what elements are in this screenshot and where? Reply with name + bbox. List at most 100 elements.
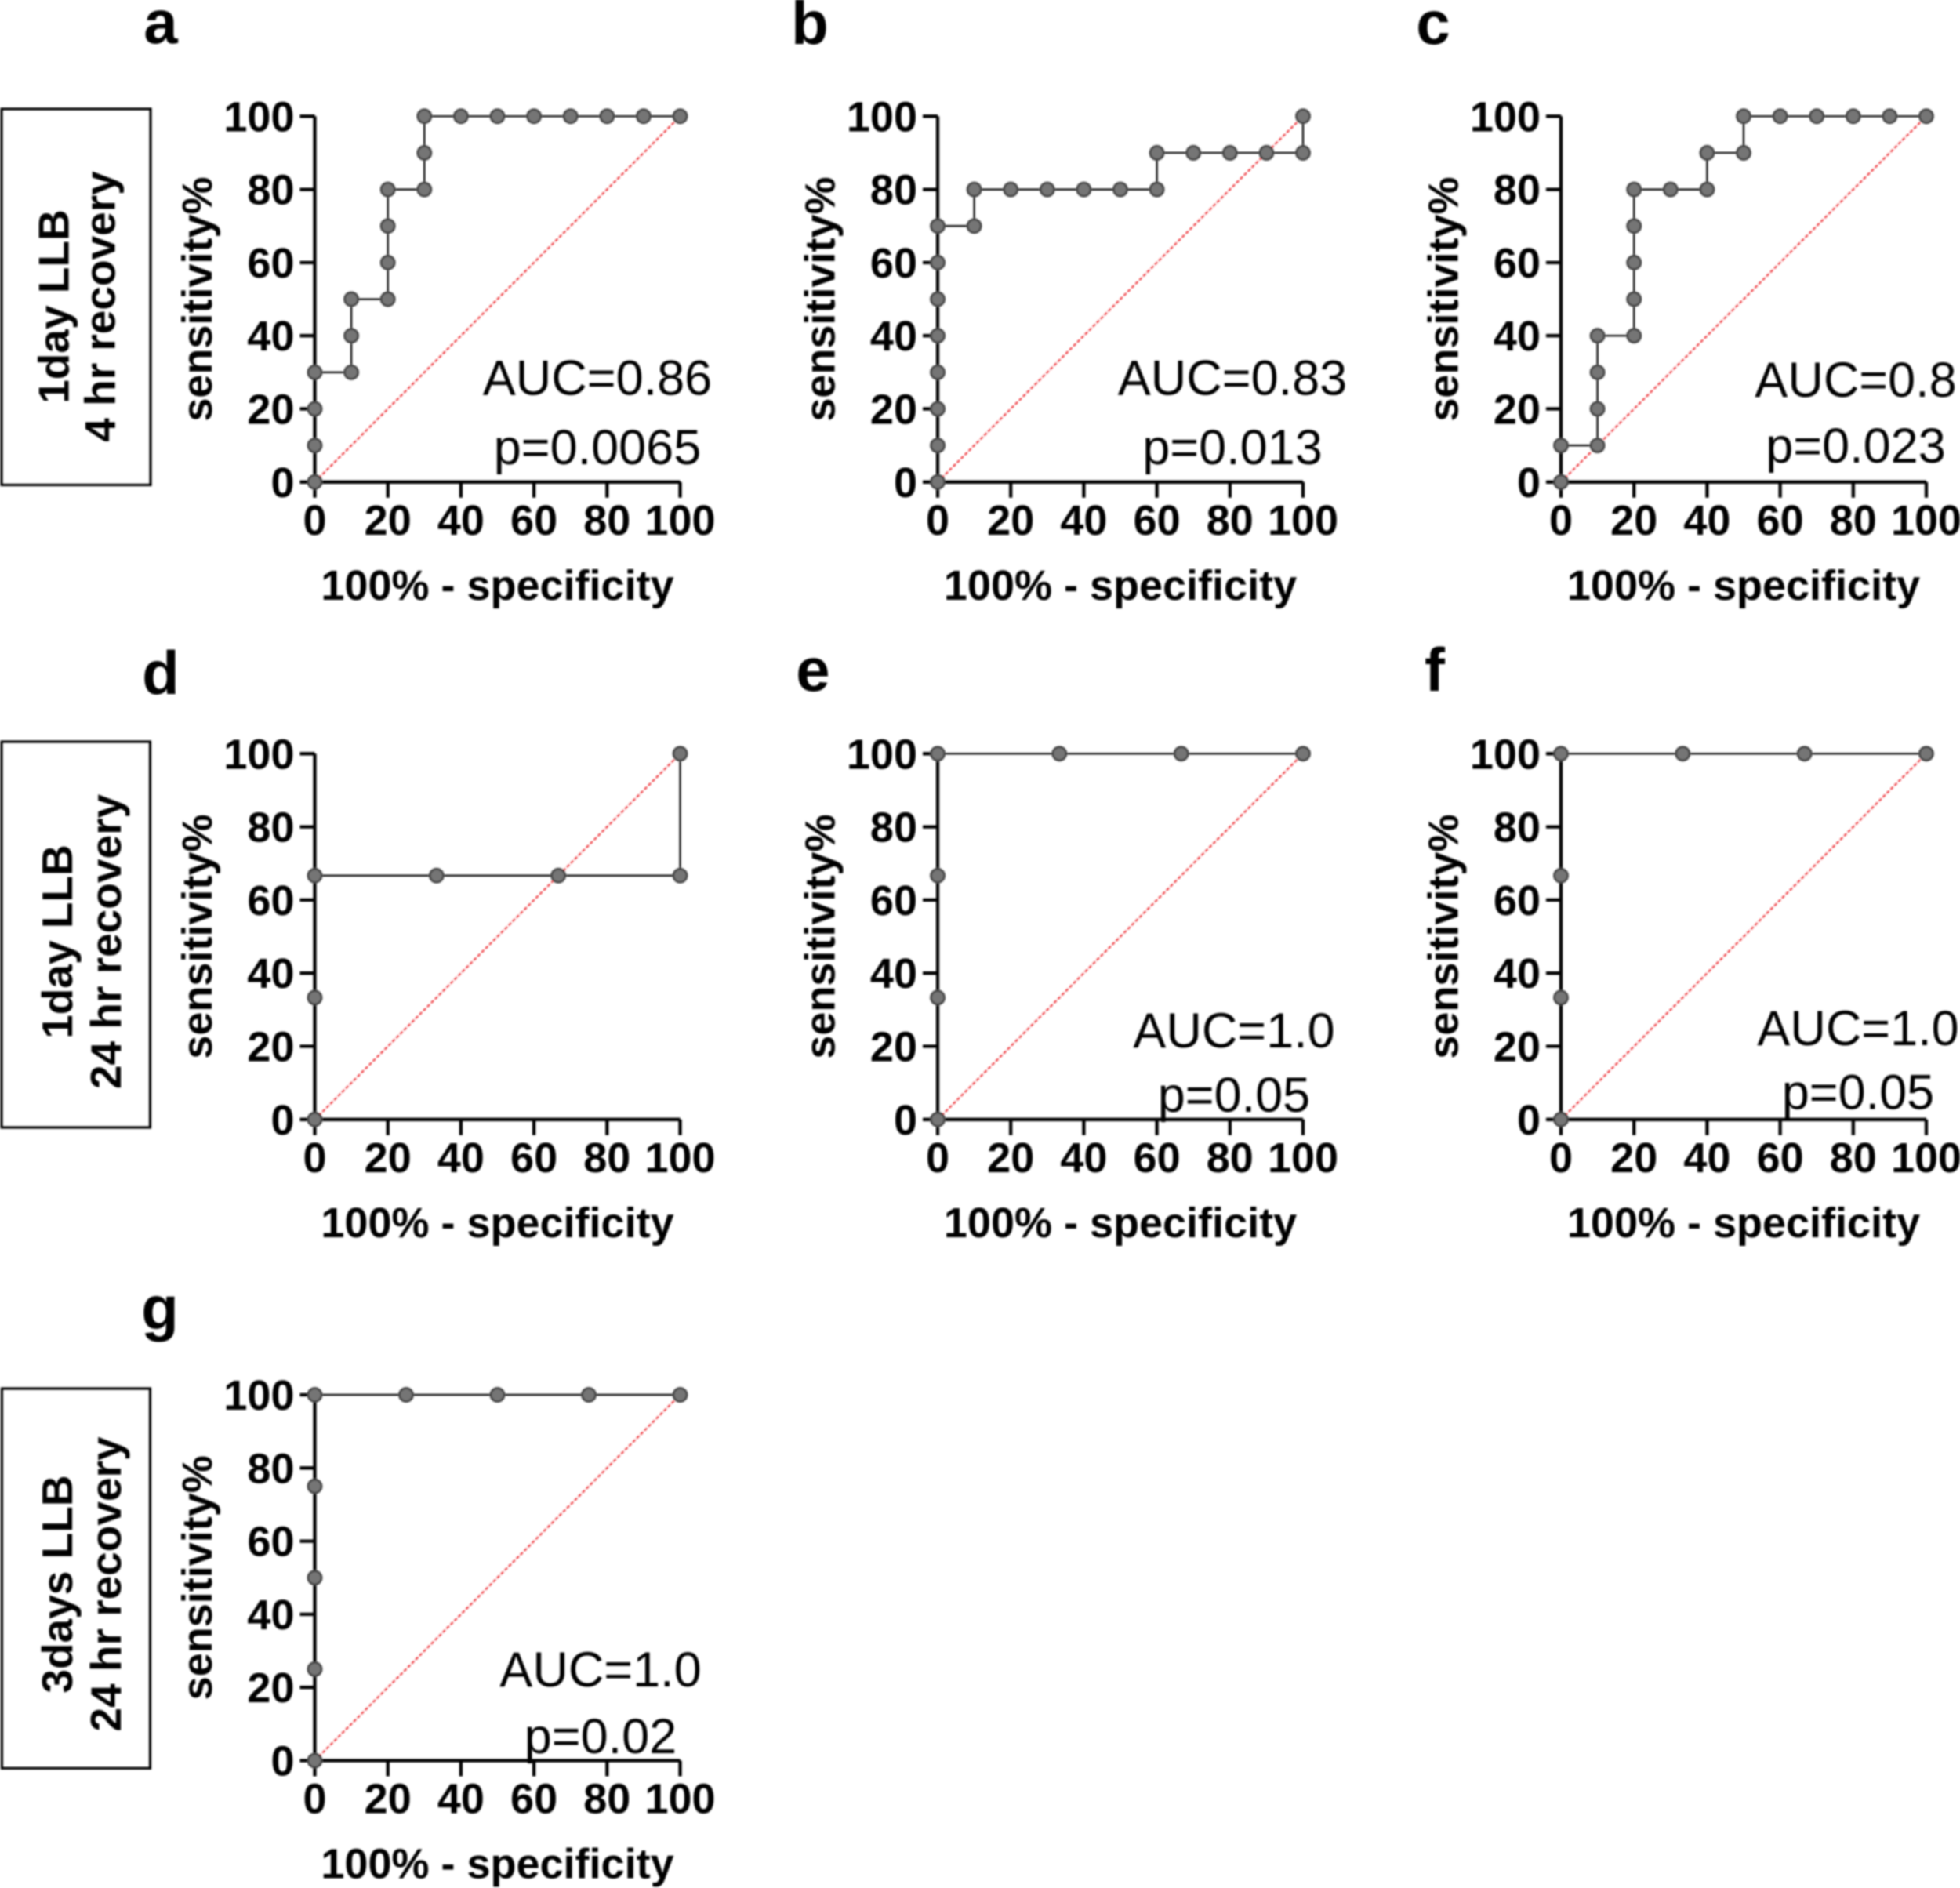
svg-text:100: 100 (1268, 1135, 1338, 1182)
svg-text:80: 80 (1494, 804, 1541, 851)
svg-text:40: 40 (247, 313, 294, 360)
svg-text:p=0.02: p=0.02 (524, 1709, 677, 1764)
svg-text:0: 0 (1549, 1135, 1573, 1182)
svg-text:100: 100 (1268, 497, 1338, 544)
svg-text:0: 0 (1549, 497, 1573, 544)
svg-text:40: 40 (247, 950, 294, 997)
svg-text:100% - specificity: 100% - specificity (321, 562, 673, 609)
svg-text:60: 60 (1757, 497, 1804, 544)
svg-text:f: f (1425, 635, 1446, 704)
svg-text:80: 80 (1830, 1135, 1877, 1182)
svg-text:80: 80 (1830, 497, 1877, 544)
svg-text:40: 40 (1683, 497, 1730, 544)
svg-text:100% - specificity: 100% - specificity (321, 1200, 673, 1247)
svg-text:100% - specificity: 100% - specificity (321, 1841, 673, 1888)
svg-text:p=0.0065: p=0.0065 (494, 420, 702, 475)
svg-text:d: d (142, 638, 180, 707)
svg-text:20: 20 (987, 497, 1034, 544)
svg-text:0: 0 (303, 1135, 326, 1182)
svg-text:80: 80 (870, 804, 917, 851)
svg-text:20: 20 (1494, 1024, 1541, 1071)
svg-text:80: 80 (1207, 1135, 1254, 1182)
svg-text:100: 100 (223, 1372, 294, 1419)
svg-text:80: 80 (247, 804, 294, 851)
svg-text:40: 40 (437, 1776, 485, 1823)
svg-text:4 hr recovery: 4 hr recovery (76, 171, 125, 442)
svg-text:60: 60 (1757, 1135, 1804, 1182)
svg-text:60: 60 (1134, 497, 1181, 544)
svg-text:0: 0 (303, 497, 326, 544)
svg-text:100: 100 (1470, 93, 1541, 140)
svg-text:40: 40 (1060, 497, 1107, 544)
svg-text:100% - specificity: 100% - specificity (1567, 562, 1920, 609)
svg-text:100% - specificity: 100% - specificity (1567, 1200, 1920, 1247)
svg-text:sensitivity%: sensitivity% (1421, 814, 1468, 1058)
svg-text:100: 100 (1891, 1135, 1960, 1182)
svg-text:40: 40 (247, 1592, 294, 1639)
svg-text:AUC=1.0: AUC=1.0 (1757, 1001, 1958, 1056)
svg-text:20: 20 (1610, 497, 1657, 544)
svg-text:100: 100 (1470, 731, 1541, 778)
svg-text:0: 0 (270, 1738, 294, 1785)
svg-text:80: 80 (1207, 497, 1254, 544)
svg-text:p=0.05: p=0.05 (1158, 1068, 1310, 1123)
svg-text:40: 40 (1494, 950, 1541, 997)
svg-text:40: 40 (437, 497, 485, 544)
svg-text:0: 0 (1517, 459, 1541, 506)
svg-text:20: 20 (870, 1024, 917, 1071)
svg-text:0: 0 (926, 1135, 949, 1182)
svg-text:sensitivity%: sensitivity% (797, 814, 844, 1058)
svg-text:0: 0 (270, 459, 294, 506)
svg-text:0: 0 (894, 459, 917, 506)
svg-text:20: 20 (247, 1024, 294, 1071)
svg-text:100: 100 (223, 731, 294, 778)
svg-text:40: 40 (1683, 1135, 1730, 1182)
svg-text:AUC=0.83: AUC=0.83 (1118, 351, 1347, 406)
svg-text:60: 60 (247, 1519, 294, 1566)
svg-text:sensitivity%: sensitivity% (797, 176, 844, 421)
svg-text:40: 40 (437, 1135, 485, 1182)
svg-text:24 hr recovery: 24 hr recovery (82, 794, 130, 1089)
svg-text:60: 60 (1494, 877, 1541, 924)
svg-text:80: 80 (870, 167, 917, 214)
svg-text:p=0.013: p=0.013 (1142, 420, 1322, 475)
svg-text:20: 20 (365, 497, 412, 544)
svg-text:0: 0 (270, 1097, 294, 1144)
svg-text:60: 60 (510, 497, 557, 544)
svg-text:0: 0 (894, 1097, 917, 1144)
svg-text:AUC=1.0: AUC=1.0 (1133, 1004, 1334, 1058)
svg-text:100: 100 (847, 731, 917, 778)
svg-text:100: 100 (1891, 497, 1960, 544)
svg-text:100: 100 (644, 1776, 715, 1823)
svg-text:b: b (791, 0, 829, 57)
svg-text:100: 100 (644, 1135, 715, 1182)
svg-text:40: 40 (1494, 313, 1541, 360)
svg-text:80: 80 (247, 167, 294, 214)
svg-text:AUC=0.86: AUC=0.86 (483, 351, 712, 406)
svg-text:40: 40 (870, 313, 917, 360)
svg-text:1day LLB: 1day LLB (33, 844, 82, 1039)
svg-text:60: 60 (1134, 1135, 1181, 1182)
svg-text:60: 60 (870, 240, 917, 287)
svg-text:1day LLB: 1day LLB (30, 209, 78, 404)
svg-text:p=0.023: p=0.023 (1766, 419, 1945, 474)
svg-text:c: c (1416, 0, 1450, 57)
svg-text:100: 100 (644, 497, 715, 544)
svg-text:20: 20 (247, 1665, 294, 1712)
svg-text:80: 80 (583, 1776, 630, 1823)
svg-text:80: 80 (583, 497, 630, 544)
svg-text:sensitivity%: sensitivity% (1421, 176, 1468, 421)
svg-text:0: 0 (926, 497, 949, 544)
svg-text:20: 20 (987, 1135, 1034, 1182)
svg-text:a: a (143, 0, 178, 56)
svg-text:100% - specificity: 100% - specificity (944, 1200, 1297, 1247)
svg-text:p=0.05: p=0.05 (1782, 1066, 1934, 1120)
svg-text:60: 60 (247, 240, 294, 287)
svg-text:60: 60 (510, 1135, 557, 1182)
svg-text:20: 20 (1494, 387, 1541, 434)
svg-text:100% - specificity: 100% - specificity (944, 562, 1297, 609)
svg-text:sensitivity%: sensitivity% (174, 1455, 221, 1700)
svg-text:3days LLB: 3days LLB (33, 1475, 82, 1693)
svg-text:80: 80 (583, 1135, 630, 1182)
svg-text:20: 20 (247, 387, 294, 434)
